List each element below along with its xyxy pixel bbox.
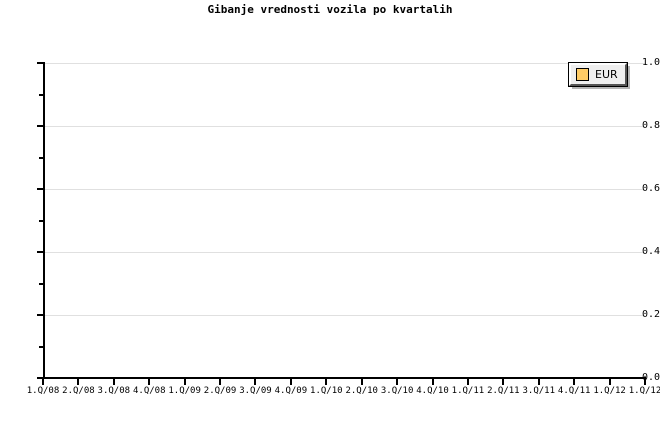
x-axis-tick (42, 379, 44, 385)
x-axis-label: 3.Q/09 (239, 386, 272, 396)
x-axis-label: 1.Q/12 (628, 386, 660, 396)
x-axis-tick (289, 379, 292, 385)
gridline (43, 63, 645, 64)
y-axis-tick-minor (39, 282, 44, 285)
legend-swatch-eur (576, 68, 589, 81)
x-axis-tick (360, 379, 363, 385)
x-axis-label: 3.Q/10 (380, 386, 414, 396)
x-axis-tick (148, 379, 151, 385)
y-axis-label: 0.4 (641, 246, 660, 257)
x-axis-tick (502, 379, 505, 385)
x-axis-label: 2.Q/11 (487, 386, 520, 396)
y-axis-tick-minor (39, 156, 44, 159)
x-axis-label: 3.Q/11 (522, 386, 556, 396)
y-axis-tick-major (37, 314, 44, 316)
x-axis-tick (608, 379, 611, 385)
x-axis-label: 1.Q/09 (168, 386, 201, 396)
x-axis-tick (537, 379, 540, 385)
x-axis-label: 4.Q/08 (132, 386, 166, 396)
y-axis-tick-major (37, 251, 44, 253)
x-axis-tick (431, 379, 434, 385)
x-axis-label: 1.Q/10 (310, 386, 343, 396)
x-axis-tick (325, 379, 328, 385)
x-axis-tick (254, 379, 257, 385)
x-axis-label: 1.Q/11 (451, 386, 485, 396)
gridline (43, 252, 645, 253)
x-axis-label: 4.Q/09 (274, 386, 308, 396)
x-axis-label: 2.Q/10 (345, 386, 378, 396)
x-axis-label: 4.Q/11 (557, 386, 591, 396)
legend-label-eur: EUR (595, 68, 618, 81)
x-axis-tick (183, 379, 186, 385)
x-axis-tick (573, 379, 576, 385)
x-axis-tick (112, 379, 115, 385)
y-axis-tick-minor (39, 345, 44, 348)
y-axis-label: 0.2 (641, 309, 660, 320)
y-axis-tick-major (37, 125, 44, 127)
y-axis-label: 0.6 (641, 183, 660, 194)
y-axis-tick-major (37, 188, 44, 190)
x-axis-tick (219, 379, 222, 385)
x-axis-label: 4.Q/10 (416, 386, 449, 396)
y-axis-tick-minor (39, 219, 44, 222)
x-axis-label: 1.Q/12 (593, 386, 626, 396)
y-axis-tick-major (37, 377, 44, 379)
x-axis-tick (644, 379, 646, 385)
y-axis-label: 1.0 (641, 57, 660, 68)
legend[interactable]: EUR (568, 62, 628, 87)
x-axis-tick (396, 379, 399, 385)
y-axis-tick-major (37, 62, 44, 64)
x-axis-label: 3.Q/08 (97, 386, 131, 396)
gridline (43, 126, 645, 127)
y-axis-tick-minor (39, 93, 44, 96)
y-axis-label: 0.0 (641, 372, 660, 383)
plot-area (43, 63, 645, 378)
x-axis-tick (466, 379, 469, 385)
y-axis-label: 0.8 (641, 120, 660, 131)
x-axis-tick (77, 379, 80, 385)
x-axis-label: 1.Q/08 (26, 386, 60, 396)
gridline (43, 189, 645, 190)
x-axis-label: 2.Q/08 (62, 386, 95, 396)
x-axis-line (43, 377, 646, 379)
gridline (43, 315, 645, 316)
chart-title: Gibanje vrednosti vozila po kvartalih (207, 3, 453, 16)
x-axis-label: 2.Q/09 (203, 386, 237, 396)
y-axis-line (43, 62, 45, 379)
